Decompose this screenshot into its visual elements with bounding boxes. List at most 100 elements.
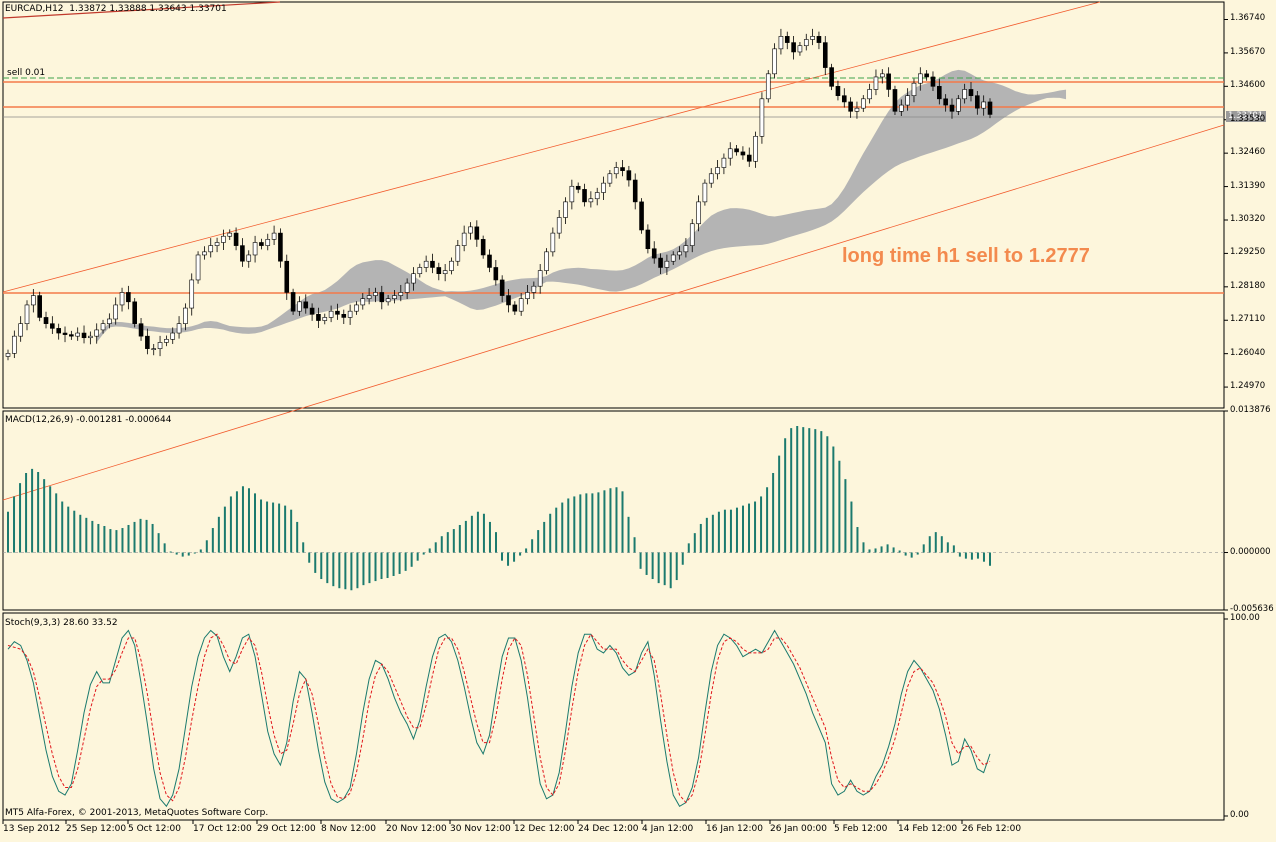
candle-body bbox=[246, 254, 252, 262]
time-axis-label: 30 Nov 12:00 bbox=[450, 824, 511, 834]
candle-body bbox=[449, 260, 454, 271]
price-axis-label: 1.27110 bbox=[1230, 314, 1266, 325]
price-axis-label: 1.34600 bbox=[1230, 80, 1266, 91]
candle-body bbox=[183, 307, 188, 324]
candle-body bbox=[119, 292, 125, 306]
candle-body bbox=[411, 273, 416, 284]
candle-body bbox=[550, 232, 556, 253]
candle-body bbox=[772, 48, 777, 75]
price-panel bbox=[2, 1, 1225, 409]
candle-body bbox=[138, 323, 144, 337]
candle-body bbox=[544, 251, 549, 271]
candle-body bbox=[417, 267, 423, 275]
channel-upper-line bbox=[2, 1, 1101, 293]
candle-body bbox=[892, 89, 898, 112]
copyright-label: MT5 Alfa-Forex, © 2001-2013, MetaQuotes … bbox=[5, 808, 269, 818]
candle-body bbox=[765, 73, 771, 100]
candle-body bbox=[949, 104, 955, 112]
candle-body bbox=[689, 223, 695, 246]
candle-body bbox=[835, 86, 841, 96]
candle-body bbox=[290, 292, 296, 312]
candle-body bbox=[43, 317, 49, 324]
stoch-panel bbox=[2, 612, 1225, 821]
candle-body bbox=[987, 101, 993, 115]
time-axis-label: 13 Sep 2012 bbox=[3, 824, 61, 834]
time-axis-label: 4 Jan 12:00 bbox=[642, 824, 694, 834]
time-axis-label: 20 Nov 12:00 bbox=[386, 824, 447, 834]
candle-body bbox=[107, 318, 112, 324]
candle-body bbox=[157, 342, 163, 349]
stoch-axis-label: 100.00 bbox=[1230, 613, 1260, 623]
candle-body bbox=[746, 154, 752, 162]
time-axis-label: 25 Sep 12:00 bbox=[66, 824, 127, 834]
candle-body bbox=[607, 173, 613, 184]
candle-body bbox=[569, 185, 575, 203]
price-axis-label: 1.29250 bbox=[1230, 247, 1266, 258]
time-axis-label: 5 Oct 12:00 bbox=[128, 824, 181, 834]
time-axis-label: 14 Feb 12:00 bbox=[898, 824, 958, 834]
candle-body bbox=[873, 76, 879, 90]
candle-body bbox=[899, 104, 904, 112]
candle-body bbox=[613, 167, 619, 175]
candle-body bbox=[461, 232, 467, 246]
candle-body bbox=[271, 232, 277, 240]
candle-body bbox=[848, 101, 853, 112]
candle-body bbox=[151, 348, 157, 350]
candle-body bbox=[195, 254, 201, 281]
candle-body bbox=[240, 245, 245, 262]
macd-axis-label: -0.005636 bbox=[1230, 604, 1274, 614]
candle-body bbox=[259, 242, 264, 246]
current-price-tag: 1.33701 bbox=[1226, 111, 1266, 122]
candle-body bbox=[284, 260, 290, 293]
candle-body bbox=[778, 36, 784, 50]
candle-body bbox=[740, 151, 746, 156]
candle-body bbox=[221, 235, 226, 243]
candle-body bbox=[69, 334, 74, 337]
candle-body bbox=[677, 251, 682, 256]
candle-body bbox=[480, 239, 486, 256]
candle-body bbox=[56, 328, 61, 334]
time-axis-label: 5 Feb 12:00 bbox=[834, 824, 888, 834]
candle-body bbox=[588, 198, 594, 203]
candle-body bbox=[12, 335, 17, 354]
candle-body bbox=[810, 36, 815, 40]
candle-body bbox=[854, 107, 860, 112]
candle-body bbox=[50, 323, 55, 329]
candle-body bbox=[328, 310, 334, 318]
candle-body bbox=[335, 310, 340, 315]
candle-body bbox=[100, 323, 106, 331]
candle-body bbox=[803, 39, 809, 47]
stoch-signal-line bbox=[7, 633, 991, 804]
candle-body bbox=[499, 279, 505, 296]
candle-body bbox=[354, 304, 359, 312]
candle-body bbox=[164, 338, 169, 343]
candle-body bbox=[683, 245, 689, 253]
candle-body bbox=[404, 282, 410, 293]
candle-body bbox=[208, 245, 214, 253]
candle-body bbox=[113, 304, 119, 320]
candle-body bbox=[18, 323, 23, 337]
candle-body bbox=[430, 260, 435, 268]
candle-body bbox=[233, 232, 239, 246]
ohlc-values: 1.33872 1.33888 1.33643 1.33701 bbox=[69, 4, 227, 14]
candle-body bbox=[639, 201, 644, 231]
candle-body bbox=[309, 307, 315, 315]
time-axis-label: 26 Jan 00:00 bbox=[770, 824, 827, 834]
candle-body bbox=[455, 245, 461, 262]
candle-body bbox=[734, 148, 739, 153]
price-axis-label: 1.26040 bbox=[1230, 347, 1266, 358]
candle-body bbox=[721, 157, 727, 168]
candle-body bbox=[126, 292, 131, 303]
candle-body bbox=[531, 285, 537, 293]
candle-body bbox=[905, 95, 910, 106]
candle-body bbox=[626, 170, 632, 181]
candle-body bbox=[930, 76, 936, 87]
candle-body bbox=[715, 167, 720, 175]
candle-body bbox=[759, 98, 765, 137]
candle-body bbox=[487, 254, 492, 268]
time-axis-label: 16 Jan 12:00 bbox=[706, 824, 763, 834]
ichimoku-cloud bbox=[96, 69, 1067, 343]
candle-body bbox=[170, 332, 176, 340]
candle-body bbox=[563, 201, 568, 218]
